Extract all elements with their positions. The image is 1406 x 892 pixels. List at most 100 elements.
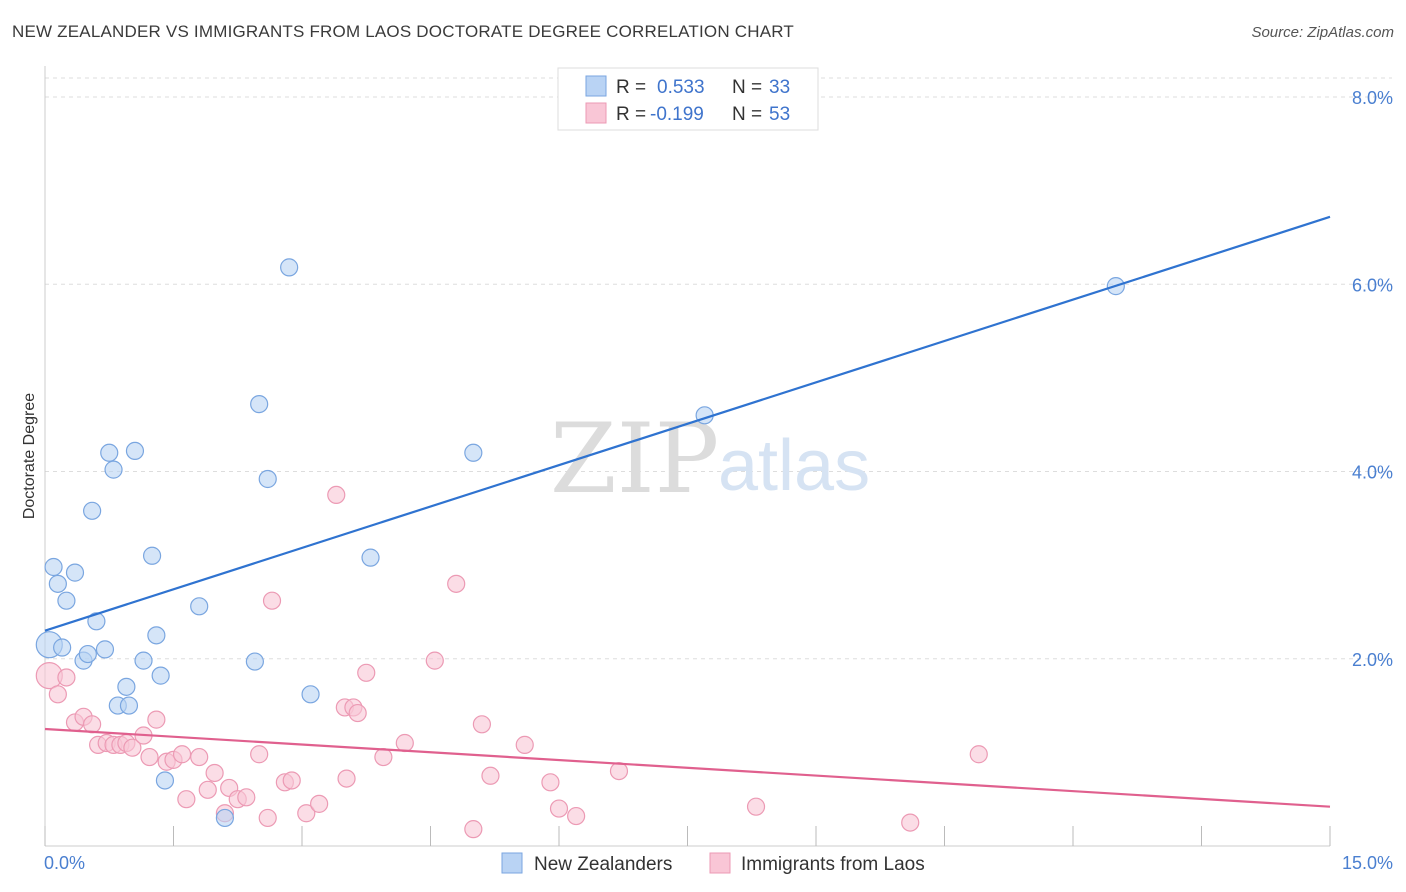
watermark-atlas: atlas xyxy=(718,426,870,506)
immigrants-from-laos-point xyxy=(425,651,444,670)
immigrants-from-laos-point xyxy=(297,804,316,823)
y-tick-label: 4.0% xyxy=(1352,463,1393,483)
immigrants-from-laos-point xyxy=(83,715,102,734)
new-zealanders-point xyxy=(361,548,380,567)
new-zealanders-point xyxy=(215,808,234,828)
immigrants-from-laos-point xyxy=(140,747,159,767)
legend-n-label-1: N = xyxy=(732,77,762,98)
source-credit: Source: ZipAtlas.com xyxy=(1251,24,1394,41)
new-zealanders-point xyxy=(119,696,139,715)
immigrants-from-laos-point xyxy=(337,769,356,788)
immigrants-from-laos-point xyxy=(282,771,301,790)
legend-n-value-2: 53 xyxy=(769,104,790,125)
correlation-legend: R = 0.533 N = 33 R = -0.199 N = 53 xyxy=(557,67,819,131)
immigrants-from-laos-point xyxy=(205,763,224,783)
y-tick-label: 6.0% xyxy=(1352,275,1393,295)
new-zealanders-point xyxy=(57,591,76,610)
legend-r-label-1: R = xyxy=(616,77,646,98)
new-zealanders-point xyxy=(65,563,85,582)
new-zealanders-point xyxy=(125,441,145,461)
new-zealanders-point xyxy=(83,501,102,520)
new-zealanders-point xyxy=(301,685,320,704)
new-zealanders-point xyxy=(44,557,63,577)
new-zealanders-point xyxy=(95,640,115,659)
immigrants-from-laos-point xyxy=(357,663,376,682)
new-zealanders-point xyxy=(134,651,153,670)
series-legend: New Zealanders Immigrants from Laos xyxy=(501,852,925,875)
new-zealanders-point xyxy=(280,258,299,277)
series-immigrants-from-laos-points xyxy=(35,485,988,839)
immigrants-from-laos-point xyxy=(549,799,569,818)
y-tick-label: 8.0% xyxy=(1352,88,1393,108)
new-zealanders-point xyxy=(100,443,119,462)
immigrants-from-laos-point xyxy=(327,485,346,505)
immigrants-from-laos-point xyxy=(464,820,483,839)
x-tick-label-max: 15.0% xyxy=(1342,853,1393,873)
axes: 2.0% 4.0% 6.0% 8.0% 0.0% 15.0% xyxy=(44,66,1393,873)
grid-lines xyxy=(45,77,1392,660)
legend-r-label-2: R = xyxy=(616,104,646,125)
new-zealanders-point xyxy=(258,469,277,489)
new-zealanders-point xyxy=(155,771,175,790)
series-new-zealanders-points xyxy=(35,258,1125,828)
new-zealanders-point xyxy=(142,546,162,565)
x-axis-ticks xyxy=(44,826,1331,846)
y-axis-label: Doctorate Degree xyxy=(21,393,38,519)
immigrants-from-laos-point xyxy=(515,735,534,754)
immigrants-from-laos-point xyxy=(374,747,393,767)
immigrants-from-laos-point xyxy=(609,761,629,781)
immigrants-from-laos-point xyxy=(395,733,414,753)
trend-line-new-zealanders xyxy=(44,215,1331,632)
immigrants-from-laos-point xyxy=(746,797,766,816)
new-zealanders-point xyxy=(147,626,166,645)
y-axis-tick-labels: 2.0% 4.0% 6.0% 8.0% xyxy=(1352,88,1393,670)
x-axis-tick-labels: 0.0% 15.0% xyxy=(44,853,1393,873)
immigrants-from-laos-point xyxy=(250,745,269,764)
legend-n-value-1: 33 xyxy=(769,77,790,98)
new-zealanders-point xyxy=(464,443,483,462)
trend-line-immigrants-from-laos xyxy=(44,727,1331,808)
bottom-legend-swatch-new-zealanders xyxy=(501,852,523,874)
immigrants-from-laos-point xyxy=(172,745,192,764)
y-tick-label: 2.0% xyxy=(1352,650,1393,670)
chart-title: NEW ZEALANDER VS IMMIGRANTS FROM LAOS DO… xyxy=(12,22,795,41)
trend-lines xyxy=(44,215,1331,808)
immigrants-from-laos-point xyxy=(969,745,988,764)
immigrants-from-laos-point xyxy=(237,788,256,807)
immigrants-from-laos-point xyxy=(147,710,166,729)
bottom-legend-label-immigrants-from-laos: Immigrants from Laos xyxy=(741,854,925,875)
immigrants-from-laos-point xyxy=(258,808,277,828)
legend-r-value-1: 0.533 xyxy=(657,77,705,98)
new-zealanders-point xyxy=(250,394,269,414)
immigrants-from-laos-point xyxy=(262,591,282,610)
immigrants-from-laos-point xyxy=(123,738,142,757)
legend-swatch-new-zealanders xyxy=(585,75,607,97)
immigrants-from-laos-point xyxy=(481,766,500,785)
immigrants-from-laos-point xyxy=(472,715,491,734)
immigrants-from-laos-point xyxy=(541,773,560,792)
new-zealanders-point xyxy=(87,612,106,631)
new-zealanders-point xyxy=(245,652,264,671)
legend-r-value-2: -0.199 xyxy=(650,104,704,125)
new-zealanders-point xyxy=(151,666,170,685)
immigrants-from-laos-point xyxy=(567,806,586,826)
immigrants-from-laos-point xyxy=(48,685,67,704)
immigrants-from-laos-point xyxy=(310,794,329,813)
new-zealanders-point xyxy=(104,460,123,479)
legend-swatch-immigrants-from-laos xyxy=(585,102,607,124)
immigrants-from-laos-point xyxy=(901,813,920,832)
new-zealanders-point xyxy=(78,644,97,664)
immigrants-from-laos-point xyxy=(57,668,76,687)
legend-n-label-2: N = xyxy=(732,104,762,125)
bottom-legend-swatch-immigrants-from-laos xyxy=(709,852,731,874)
x-tick-label-min: 0.0% xyxy=(44,853,85,873)
bottom-legend-label-new-zealanders: New Zealanders xyxy=(534,854,672,875)
immigrants-from-laos-point xyxy=(177,790,196,809)
immigrants-from-laos-point xyxy=(190,747,209,767)
watermark: ZIP atlas xyxy=(550,403,870,515)
immigrants-from-laos-point xyxy=(348,703,367,723)
immigrants-from-laos-point xyxy=(447,574,466,593)
new-zealanders-point xyxy=(117,677,136,696)
new-zealanders-point xyxy=(190,597,209,616)
